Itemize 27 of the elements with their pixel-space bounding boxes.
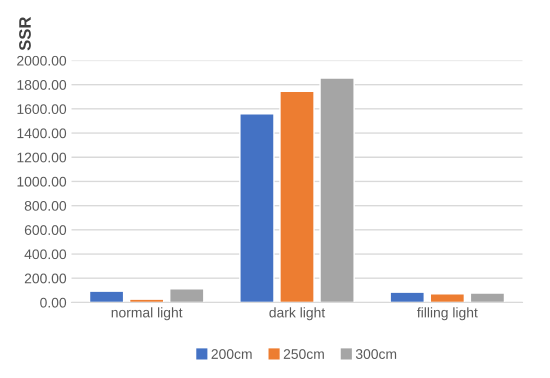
bar xyxy=(430,293,466,302)
bar xyxy=(319,77,355,302)
y-axis-title: SSR xyxy=(19,16,31,50)
y-tick-label: 800.00 xyxy=(24,200,66,211)
x-tick-label: dark light xyxy=(269,307,326,320)
bar xyxy=(128,298,164,302)
legend-label: 250cm xyxy=(284,349,324,359)
legend-label: 300cm xyxy=(356,349,396,359)
y-tick-label: 0.00 xyxy=(40,298,66,308)
bar xyxy=(390,291,425,302)
y-tick-label: 600.00 xyxy=(24,225,66,235)
bar xyxy=(169,288,204,302)
bar xyxy=(279,90,315,302)
bar xyxy=(88,290,124,302)
legend-label: 200cm xyxy=(212,349,252,359)
y-tick-label: 400.00 xyxy=(24,249,66,260)
y-tick-label: 1800.00 xyxy=(18,80,66,90)
x-tick-label: filling light xyxy=(417,307,478,320)
y-tick-label: 1000.00 xyxy=(18,176,66,187)
y-tick-label: 1200.00 xyxy=(18,152,66,162)
bar xyxy=(239,113,275,302)
x-tick-label: normal light xyxy=(112,307,182,320)
y-tick-label: 1600.00 xyxy=(18,104,66,114)
y-tick-label: 2000.00 xyxy=(17,56,66,66)
y-tick-label: 1400.00 xyxy=(18,128,66,138)
y-tick-label: 200.00 xyxy=(24,274,66,284)
bar xyxy=(470,292,506,302)
